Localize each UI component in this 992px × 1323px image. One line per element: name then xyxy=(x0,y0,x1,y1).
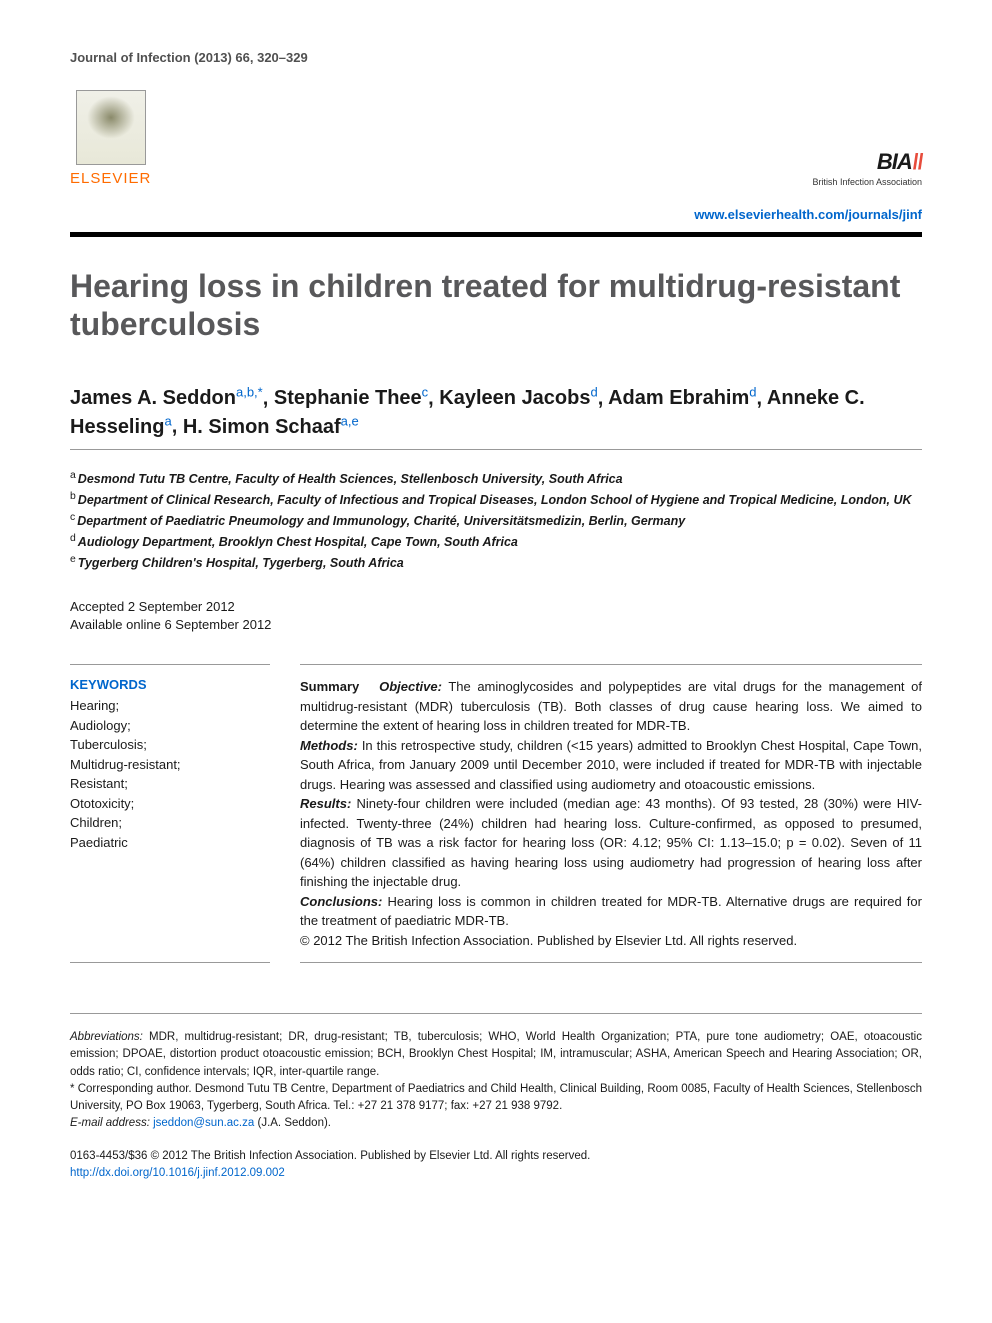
author: H. Simon Schaafa,e xyxy=(183,416,359,438)
methods-text: In this retrospective study, children (<… xyxy=(300,738,922,792)
keyword: Audiology; xyxy=(70,716,270,736)
doi-link[interactable]: http://dx.doi.org/10.1016/j.jinf.2012.09… xyxy=(70,1167,285,1179)
keywords-list: Hearing;Audiology;Tuberculosis;Multidrug… xyxy=(70,696,270,852)
footer-corresponding: * Corresponding author. Desmond Tutu TB … xyxy=(70,1081,922,1116)
elsevier-name: ELSEVIER xyxy=(70,170,151,187)
conclusions-text: Hearing loss is common in children treat… xyxy=(300,894,922,929)
email-attribution: (J.A. Seddon). xyxy=(257,1117,331,1129)
dates-block: Accepted 2 September 2012 Available onli… xyxy=(70,598,922,634)
footer-abbreviations: Abbreviations: MDR, multidrug-resistant;… xyxy=(70,1029,922,1081)
keyword: Resistant; xyxy=(70,774,270,794)
journal-url[interactable]: www.elsevierhealth.com/journals/jinf xyxy=(70,207,922,222)
results-text: Ninety-four children were included (medi… xyxy=(300,796,922,889)
keyword: Children; xyxy=(70,813,270,833)
affiliations-block: aDesmond Tutu TB Centre, Faculty of Heal… xyxy=(70,468,922,573)
affiliation: cDepartment of Paediatric Pneumology and… xyxy=(70,510,922,531)
summary-label: Summary xyxy=(300,679,359,694)
results-label: Results: xyxy=(300,796,351,811)
methods-label: Methods: xyxy=(300,738,358,753)
keyword: Hearing; xyxy=(70,696,270,716)
author-rule xyxy=(70,449,922,450)
footer-email: E-mail address: jseddon@sun.ac.za (J.A. … xyxy=(70,1115,922,1132)
keyword: Tuberculosis; xyxy=(70,735,270,755)
affiliation: dAudiology Department, Brooklyn Chest Ho… xyxy=(70,531,922,552)
copyright-line: 0163-4453/$36 © 2012 The British Infecti… xyxy=(70,1148,922,1183)
affiliation: aDesmond Tutu TB Centre, Faculty of Heal… xyxy=(70,468,922,489)
summary-copyright: © 2012 The British Infection Association… xyxy=(300,933,797,948)
keyword: Ototoxicity; xyxy=(70,794,270,814)
keyword: Multidrug-resistant; xyxy=(70,755,270,775)
keywords-heading: KEYWORDS xyxy=(70,677,270,692)
authors-line: James A. Seddona,b,*, Stephanie Theec, K… xyxy=(70,384,922,441)
header-rule xyxy=(70,232,922,237)
abbrev-label: Abbreviations: xyxy=(70,1031,143,1043)
author: James A. Seddona,b,* xyxy=(70,387,263,409)
conclusions-label: Conclusions: xyxy=(300,894,382,909)
email-link[interactable]: jseddon@sun.ac.za xyxy=(153,1117,254,1129)
accepted-date: Accepted 2 September 2012 xyxy=(70,598,922,616)
affiliation: bDepartment of Clinical Research, Facult… xyxy=(70,489,922,510)
elsevier-tree-icon xyxy=(76,90,146,165)
bia-logo: BIA\\ British Infection Association xyxy=(812,149,922,187)
bia-subtitle: British Infection Association xyxy=(812,177,922,187)
elsevier-logo: ELSEVIER xyxy=(70,90,151,187)
summary-box: Summary Objective: The aminoglycosides a… xyxy=(300,664,922,963)
affiliation: eTygerberg Children's Hospital, Tygerber… xyxy=(70,552,922,573)
author: Stephanie Theec xyxy=(274,387,428,409)
footer-rule xyxy=(70,1013,922,1014)
author: Adam Ebrahimd xyxy=(608,387,756,409)
author: Kayleen Jacobsd xyxy=(439,387,597,409)
journal-citation: Journal of Infection (2013) 66, 320–329 xyxy=(70,50,922,65)
online-date: Available online 6 September 2012 xyxy=(70,616,922,634)
header-row: ELSEVIER BIA\\ British Infection Associa… xyxy=(70,90,922,187)
article-title: Hearing loss in children treated for mul… xyxy=(70,267,922,344)
abstract-container: KEYWORDS Hearing;Audiology;Tuberculosis;… xyxy=(70,664,922,963)
keyword: Paediatric xyxy=(70,833,270,853)
abbrev-text: MDR, multidrug-resistant; DR, drug-resis… xyxy=(70,1031,922,1078)
email-label: E-mail address: xyxy=(70,1117,150,1129)
copyright-text: 0163-4453/$36 © 2012 The British Infecti… xyxy=(70,1150,590,1162)
bia-mark: BIA\\ xyxy=(812,149,922,175)
objective-label: Objective: xyxy=(379,679,442,694)
keywords-box: KEYWORDS Hearing;Audiology;Tuberculosis;… xyxy=(70,664,270,963)
